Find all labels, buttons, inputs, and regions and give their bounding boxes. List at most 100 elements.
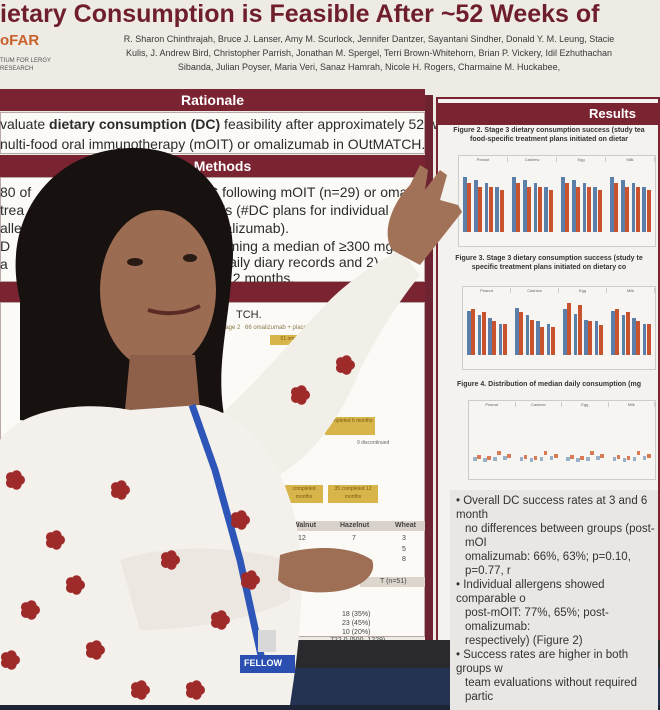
bar: [582, 183, 587, 232]
text: Methods: [193, 158, 252, 174]
box-mark: [473, 457, 477, 461]
group-header: [360, 577, 425, 587]
flower-petal: [26, 600, 37, 611]
bar: [550, 326, 555, 355]
bar: [498, 323, 503, 355]
bar: [646, 189, 651, 232]
bar: [563, 309, 567, 355]
methods-text: trea: [0, 202, 25, 218]
column-divider: [425, 95, 433, 650]
bar: [614, 183, 619, 232]
panel-label: Cashew: [508, 157, 557, 162]
authors: R. Sharon Chinthrajah, Bruce J. Lanser, …: [80, 32, 658, 74]
flow-box: completed 6 months: [325, 417, 375, 435]
bar: [495, 186, 500, 232]
table-header-row: [290, 521, 425, 531]
caption-line: specific treatment plans initiated on di…: [471, 264, 627, 271]
bar: [484, 183, 489, 232]
bar: [463, 176, 467, 232]
table-cell: 5: [402, 546, 406, 553]
rationale-header: Rationale: [0, 89, 425, 111]
bar: [533, 183, 538, 232]
bar: [567, 302, 571, 355]
bar: [546, 323, 551, 355]
panel-label: Egg: [557, 157, 606, 162]
badge-label: FELLOW: [244, 658, 282, 668]
stat: 10 (20%): [342, 629, 371, 636]
panel-label: Peanut: [459, 157, 508, 162]
box-mark: [519, 457, 524, 461]
box-mark: [622, 458, 627, 462]
bar: [565, 183, 570, 232]
box-mark: [580, 456, 584, 460]
bullet-line: • Success rates are higher in both group…: [456, 649, 629, 675]
caption-line: food-specific treatment plans initiated …: [470, 136, 628, 143]
flower-petal: [136, 680, 147, 691]
box-mark: [497, 450, 501, 455]
bar: [584, 319, 588, 355]
table-cell: 3: [402, 535, 406, 542]
bar: [525, 315, 530, 355]
flower-petal: [246, 570, 257, 581]
text: Overall DC success rates at 3 and 6 mont…: [456, 495, 648, 521]
badge: [240, 655, 295, 673]
rationale-text-2: nulti-food oral immunotherapy (mOIT) or …: [0, 136, 426, 152]
bar: [515, 308, 519, 355]
eye: [127, 258, 143, 266]
figure-3-caption: Figure 3. Stage 3 dietary consumption su…: [440, 254, 658, 272]
bar: [512, 176, 516, 232]
authors-line: Kulis, J. Andrew Bird, Christopher Parri…: [125, 48, 613, 58]
stat: 18 (35%): [342, 611, 371, 618]
bar: [597, 189, 602, 232]
bar: [522, 180, 527, 232]
text: feasibility after approximately 52 weeks: [220, 116, 468, 132]
table-cell: 8: [402, 556, 406, 563]
box-mark: [549, 456, 554, 460]
box-mark: [529, 458, 534, 462]
bar: [499, 189, 504, 232]
panel-label: Milk: [607, 288, 655, 293]
hair-fringe: [95, 180, 225, 235]
flow-box: completed months: [285, 485, 323, 503]
lanyard: [188, 403, 266, 661]
logo: oFAR: [0, 32, 40, 49]
table-header: Wheat: [395, 522, 416, 529]
bullet-line: post-mOIT: 77%, 65%; post-omalizumab:: [465, 607, 609, 633]
methods-text: a: [0, 256, 8, 272]
box-mark: [612, 457, 617, 461]
box-mark: [636, 450, 641, 455]
bullet-line: respectively) (Figure 2): [465, 635, 583, 647]
neck: [125, 355, 200, 410]
raised-hand: [387, 165, 462, 265]
flower-petal: [191, 680, 202, 691]
clasped-hands: [278, 548, 374, 593]
panel-label: Peanut: [463, 288, 511, 293]
flow-text: 9 discontinued: [357, 440, 390, 446]
box-mark: [590, 450, 594, 455]
table-header: Walnut: [293, 522, 317, 529]
text: Individual allergens showed comparable o: [456, 579, 605, 605]
figure-4-caption: Figure 4. Distribution of median daily c…: [457, 381, 641, 388]
bar: [473, 180, 478, 232]
bar: [537, 186, 542, 232]
panel-label: Egg: [562, 402, 609, 407]
box-mark: [543, 450, 548, 455]
bar: [642, 186, 647, 232]
methods-text: foods (#DC plans for individual: [198, 202, 389, 218]
mouth: [147, 304, 201, 316]
text: Success rates are higher in both groups …: [456, 649, 629, 675]
flow-text: 66 omalizumab + placebo: [245, 325, 314, 331]
box-mark: [539, 457, 544, 461]
face: [100, 210, 216, 370]
figure-2-chart: Peanut Cashew Egg Milk: [458, 155, 656, 247]
figure-2-caption: Figure 2. Stage 3 dietary consumption su…: [440, 126, 658, 144]
methods-text: D: [0, 238, 11, 254]
box-mark: [487, 456, 491, 460]
box-mark: [507, 454, 511, 458]
box-mark: [553, 454, 558, 458]
bar: [502, 323, 507, 355]
bar: [610, 176, 614, 232]
box-mark: [586, 457, 590, 461]
figure-3-chart: Peanut Cashew Egg Milk: [462, 286, 656, 370]
